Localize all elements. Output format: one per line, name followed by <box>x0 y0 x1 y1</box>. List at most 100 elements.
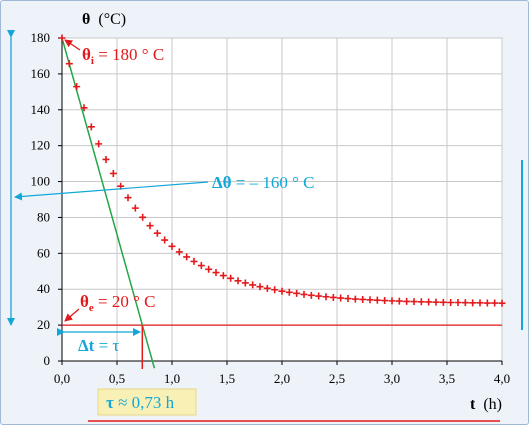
tangent-line <box>61 37 156 369</box>
tau-box <box>97 388 197 416</box>
data-point <box>315 292 323 300</box>
data-point <box>359 295 367 303</box>
x-tick-labels: 0,0 0,5 1,0 1,5 2,0 2,5 3,0 3,5 4,0 <box>54 371 510 386</box>
data-point <box>461 299 469 307</box>
theta-e-label: θe = 20 ° C <box>80 292 156 314</box>
data-point <box>498 299 506 307</box>
data-point <box>168 242 176 250</box>
y-tick-labels: 0 20 40 60 80 100 120 140 160 180 <box>31 30 51 368</box>
data-point <box>476 299 484 307</box>
delta-theta-label: Δθ = – 160 ° C <box>212 173 315 192</box>
data-point <box>102 155 110 163</box>
delta-t-label: Δt = τ <box>78 336 119 355</box>
y-tick-label: 0 <box>44 353 51 368</box>
data-point <box>227 274 235 282</box>
data-point <box>351 295 359 303</box>
x-tick-label: 3,0 <box>384 371 400 386</box>
data-point <box>249 281 257 289</box>
data-point <box>439 298 447 306</box>
y-axis-symbol: θ <box>82 11 90 28</box>
data-point <box>205 265 213 273</box>
data-point <box>432 298 440 306</box>
delta-theta-pointer <box>14 181 209 201</box>
data-point <box>293 289 301 297</box>
data-point <box>425 298 433 306</box>
data-point <box>183 253 191 261</box>
x-axis-symbol: t <box>470 396 476 413</box>
data-point <box>271 286 279 294</box>
data-point <box>153 229 161 237</box>
data-point <box>87 123 95 131</box>
data-points <box>58 34 506 307</box>
data-point <box>65 60 73 68</box>
data-point <box>278 287 286 295</box>
y-tick-label: 160 <box>31 66 51 81</box>
y-tick-label: 80 <box>37 209 50 224</box>
data-point <box>388 297 396 305</box>
x-tick-label: 0,5 <box>109 371 125 386</box>
y-tick-label: 100 <box>31 174 51 189</box>
x-tick-label: 1,5 <box>219 371 235 386</box>
data-point <box>175 248 183 256</box>
y-tick-label: 20 <box>37 317 50 332</box>
data-point <box>197 262 205 270</box>
data-point <box>417 298 425 306</box>
data-point <box>381 297 389 305</box>
data-point <box>241 279 249 287</box>
data-point <box>256 283 264 291</box>
data-point <box>95 140 103 148</box>
data-point <box>447 299 455 307</box>
data-point <box>410 298 418 306</box>
data-point <box>109 169 117 177</box>
data-point <box>454 299 462 307</box>
data-point <box>366 296 374 304</box>
x-tick-label: 1,0 <box>164 371 180 386</box>
data-point <box>344 295 352 303</box>
data-point <box>219 272 227 280</box>
tau-label: τ ≈ 0,73 h <box>106 393 175 412</box>
x-tick-label: 0,0 <box>54 371 70 386</box>
y-tick-label: 180 <box>31 30 51 45</box>
data-point <box>146 222 154 230</box>
x-axis-title: t (h) <box>470 396 502 413</box>
data-point <box>307 291 315 299</box>
data-point <box>190 257 198 265</box>
theta-e-arrow <box>64 308 80 322</box>
data-point <box>300 290 308 298</box>
y-axis-title: θ (°C) <box>82 11 126 28</box>
data-point <box>285 288 293 296</box>
data-point <box>139 213 147 221</box>
data-point <box>373 296 381 304</box>
data-point <box>329 293 337 301</box>
y-tick-label: 40 <box>37 281 50 296</box>
data-point <box>469 299 477 307</box>
x-axis-unit: (h) <box>483 396 502 413</box>
y-tick-label: 120 <box>31 138 51 153</box>
data-point <box>131 204 139 212</box>
data-point <box>403 297 411 305</box>
y-axis-unit: (°C) <box>98 11 126 28</box>
theta-i-arrow <box>64 39 81 51</box>
data-point <box>337 294 345 302</box>
data-point <box>322 293 330 301</box>
data-point <box>124 194 132 202</box>
axes <box>58 37 503 365</box>
data-point <box>234 277 242 285</box>
data-point <box>212 269 220 277</box>
x-tick-label: 4,0 <box>494 371 510 386</box>
y-tick-label: 60 <box>37 245 50 260</box>
data-point <box>483 299 491 307</box>
data-point <box>491 299 499 307</box>
y-tick-label: 140 <box>31 102 51 117</box>
data-point <box>73 83 81 91</box>
data-point <box>58 34 66 42</box>
data-point <box>263 284 271 292</box>
data-point <box>161 236 169 244</box>
data-point <box>80 104 88 112</box>
theta-i-label: θi = 180 ° C <box>82 45 164 67</box>
x-tick-label: 2,0 <box>274 371 290 386</box>
x-tick-label: 3,5 <box>439 371 455 386</box>
data-point <box>395 297 403 305</box>
x-tick-label: 2,5 <box>329 371 345 386</box>
